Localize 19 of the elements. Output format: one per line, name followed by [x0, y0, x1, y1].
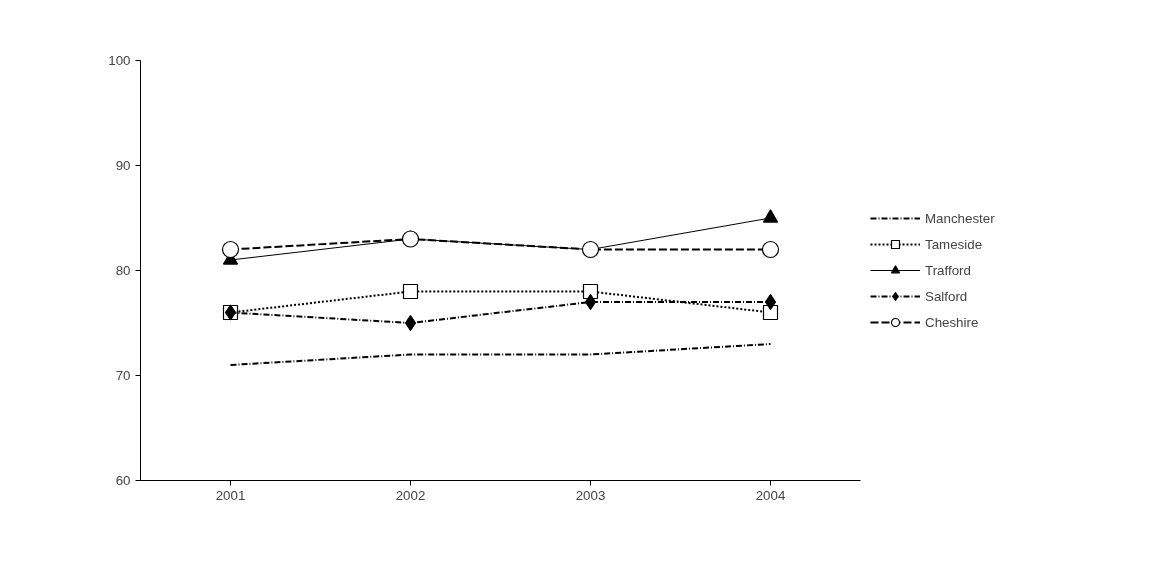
y-tick-label: 70	[115, 368, 131, 383]
x-tick-label: 2002	[395, 487, 426, 503]
point	[404, 314, 417, 332]
legend-label: Salford	[925, 288, 968, 304]
point	[584, 293, 597, 311]
x-tick-label: 2004	[755, 487, 786, 503]
legend-label: Trafford	[925, 262, 971, 278]
legend-label: Tameside	[925, 236, 983, 252]
x-tick-label: 2001	[215, 487, 246, 503]
point	[402, 283, 419, 300]
legend-label: Cheshire	[925, 314, 979, 330]
y-tick-label: 100	[108, 53, 131, 68]
y-tick-label: 90	[115, 158, 131, 173]
point	[764, 293, 777, 311]
legend-label: Manchester	[925, 210, 995, 226]
x-tick-label: 2003	[575, 487, 606, 503]
y-tick-label: 60	[115, 473, 131, 488]
y-tick-label: 80	[115, 263, 131, 278]
point	[221, 240, 240, 259]
